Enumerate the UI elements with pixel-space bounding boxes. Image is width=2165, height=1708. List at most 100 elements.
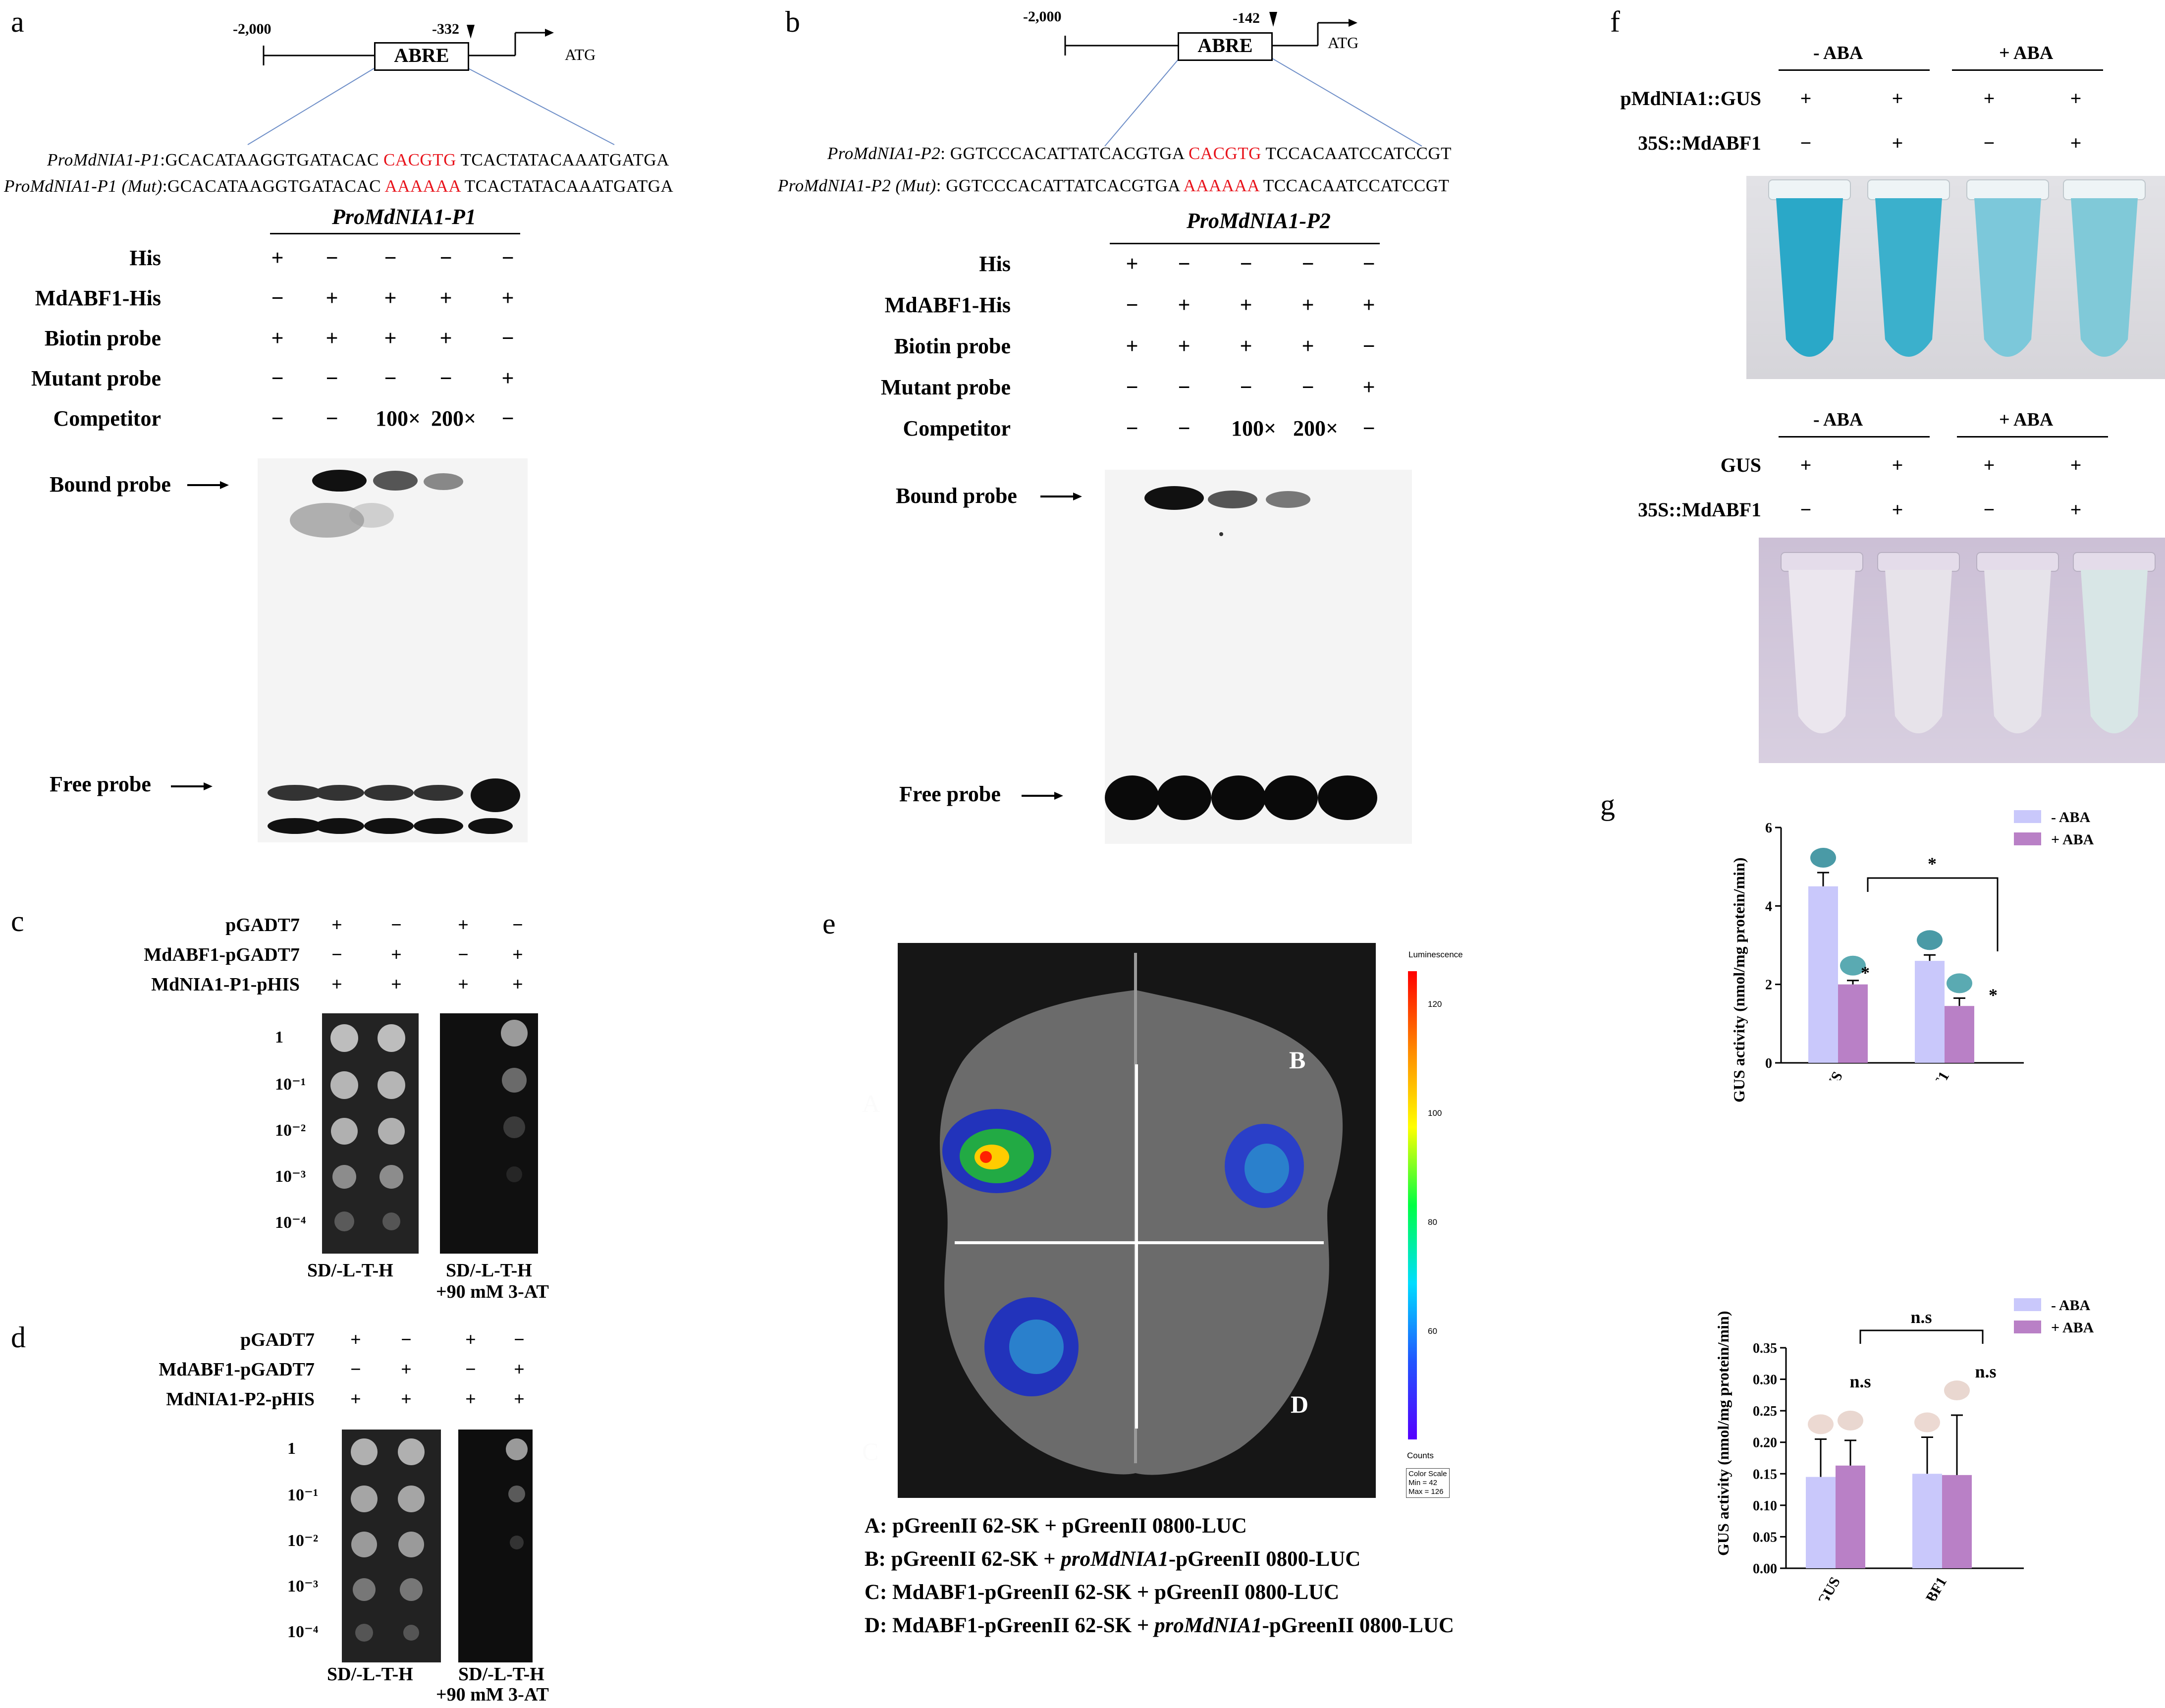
condition-cell: − [1240,252,1252,276]
panel-letter-b: b [785,5,800,38]
color-scale-min: Min = 42 [1408,1479,1437,1487]
legend-text-part: -pGreenII 0800-LUC [1262,1614,1454,1637]
free-probe-arrow-b [1022,792,1063,800]
abre-box-b: ABRE [1178,32,1273,61]
aba-header-plus: + ABA [1999,409,2054,430]
tissue-image [1838,1410,1863,1431]
condition-row-label: Competitor [53,406,162,431]
condition-cell: + [2070,498,2082,521]
condition-cell: + [331,974,342,995]
condition-cell: + [384,326,397,350]
sequence-name: ProMdNIA1-P2 (Mut) [778,176,936,195]
condition-cell: + [1301,334,1314,358]
condition-row-label: MdABF1-pGADT7 [159,1359,315,1380]
condition-cell: + [401,1359,412,1380]
significance-label: * [1861,963,1870,983]
y-tick-label: 0 [1765,1056,1772,1071]
condition-cell: − [439,246,452,270]
condition-cell: − [512,915,523,936]
condition-cell: + [2070,454,2082,476]
condition-row-label: 35S::MdABF1 [1638,498,1761,521]
aba-header-minus: - ABA [1813,43,1863,63]
condition-row-label: His [979,252,1011,276]
yeast-plate-d1 [342,1430,441,1662]
aba-rule-plus [1952,69,2103,71]
y-tick-label: 0.15 [1753,1467,1777,1482]
condition-cell: + [501,366,514,390]
legend-label: - ABA [2051,809,2091,826]
panel-letter-f: f [1610,5,1620,38]
condition-cell: − [401,1329,412,1350]
quadrant-label-a: A [862,1090,880,1117]
condition-cell: + [1126,252,1138,276]
condition-cell: + [1983,87,1995,110]
condition-cell: + [458,915,469,936]
condition-cell: + [1892,454,1903,476]
panel-letter-c: c [11,905,24,937]
sequence-right: TCACTATACAAATGATGA [460,176,674,196]
sequence-right: TCCACAATCCATCCGT [1261,144,1452,163]
quadrant-label-c: C [862,1437,879,1465]
bar-minus-aba [1912,1474,1942,1568]
condition-row-label: Biotin probe [44,326,161,350]
color-scale-tick: 80 [1428,1217,1437,1227]
color-scale-tick: 100 [1428,1108,1442,1118]
bound-probe-arrow-b [1040,493,1082,500]
colony-spots-c2 [501,1020,528,1182]
condition-row-label: 35S::MdABF1 [1638,132,1761,154]
free-probe-label-a: Free probe [50,772,151,796]
condition-cell: − [439,366,452,390]
condition-cell: 200× [431,406,477,431]
condition-cell: − [501,406,514,431]
dilution-label: 10⁻⁴ [275,1213,306,1232]
condition-cell: + [512,944,523,965]
condition-cell: + [325,286,338,310]
sequence-right: TCACTATACAAATGATGA [456,150,669,169]
legend-swatch [2014,810,2041,823]
sequence-left: :GCACATAAGGTGATACAC [160,150,383,169]
condition-cell: + [1800,454,1812,476]
y-tick-label: 4 [1765,899,1772,914]
legend-line: A: pGreenII 62-SK + pGreenII 0800-LUC [865,1514,1247,1538]
y-tick-label: 0.25 [1753,1404,1777,1419]
y-tick-label: 2 [1765,978,1772,993]
dilution-label: 10⁻³ [287,1577,319,1596]
tubes-control [1781,552,2156,733]
bar-minus-aba [1808,886,1838,1063]
condition-row-label: MdNIA1-P2-pHIS [166,1389,315,1410]
legend-line: D: MdABF1-pGreenII 62-SK + proMdNIA1-pGr… [865,1613,1454,1638]
mutant-motif: AAAAAA [1183,176,1259,195]
color-scale-tick: 120 [1428,999,1442,1009]
y-tick-label: 0.10 [1753,1498,1777,1514]
legend-line: B: pGreenII 62-SK + proMdNIA1-pGreenII 0… [865,1547,1360,1571]
condition-cell: − [1178,375,1191,399]
condition-cell: + [1892,498,1903,521]
condition-cell: + [439,326,452,350]
condition-cell: − [1983,498,1995,521]
y-tick-label: 6 [1765,821,1772,836]
yeast-plate-c2 [440,1013,538,1254]
dilution-label: 10⁻² [275,1121,306,1140]
title-rule-a [270,233,520,234]
panel-letter-d: d [11,1321,26,1354]
legend-line: C: MdABF1-pGreenII 62-SK + pGreenII 0800… [865,1580,1339,1604]
y-axis-label-1: GUS activity (nmol/mg protein/min) [1730,857,1748,1103]
media-label-d2: SD/-L-T-H [458,1664,544,1685]
tissue-image [1947,973,1972,993]
condition-row-label: Mutant probe [31,366,161,390]
condition-row-label: Biotin probe [894,334,1011,358]
tissue-image [1914,1412,1940,1433]
sequence-name: ProMdNIA1-P1 (Mut) [4,176,162,196]
condition-cell: − [1301,375,1314,399]
condition-cell: 100× [1231,416,1277,441]
aba-rule-minus [1779,436,1930,438]
condition-cell: + [458,974,469,995]
leaf-image [939,953,1343,1475]
yeast-plate-c1 [322,1013,419,1254]
colony-spots-d1 [351,1438,425,1642]
condition-cell: − [1178,416,1191,441]
media-label-c2: SD/-L-T-H [446,1260,532,1281]
legend-text-italic: proMdNIA1 [1061,1547,1169,1571]
condition-cell: − [1983,132,1995,154]
condition-cell: + [1240,334,1252,358]
